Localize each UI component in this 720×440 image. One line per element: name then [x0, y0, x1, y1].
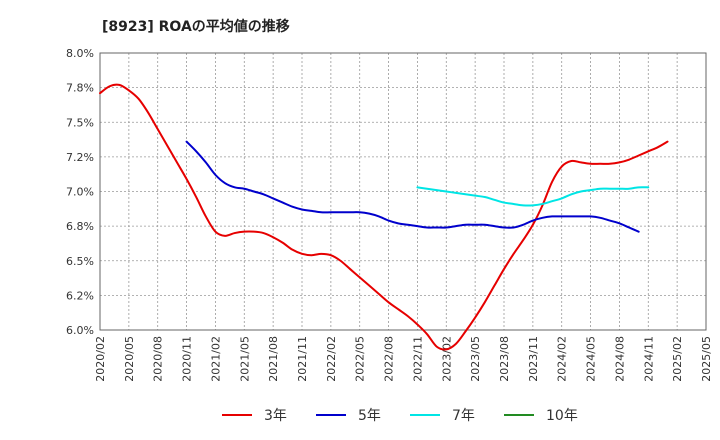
series-line-0 [99, 83, 669, 351]
series-line-1 [185, 140, 640, 233]
x-tick-label: 2023/11 [527, 336, 540, 382]
x-tick-label: 2024/02 [556, 336, 569, 382]
x-tick-label: 2021/08 [267, 336, 280, 382]
y-tick-label: 6.2% [66, 289, 94, 302]
x-tick-label: 2025/05 [700, 336, 713, 382]
y-tick-label: 7.2% [66, 151, 94, 164]
x-tick-label: 2021/02 [209, 336, 222, 382]
y-tick-label: 8.0% [66, 47, 94, 60]
x-tick-label: 2022/05 [354, 336, 367, 382]
y-tick-label: 7.5% [66, 116, 94, 129]
y-tick-label: 6.8% [66, 220, 94, 233]
x-tick-label: 2024/05 [585, 336, 598, 382]
x-tick-label: 2022/08 [383, 336, 396, 382]
x-tick-label: 2020/05 [123, 336, 136, 382]
x-tick-label: 2022/02 [325, 336, 338, 382]
x-tick-label: 2021/11 [296, 336, 309, 382]
series-lines [99, 83, 669, 351]
chart-title: [8923] ROAの平均値の推移 [102, 18, 290, 35]
y-tick-label: 7.0% [66, 186, 94, 199]
x-tick-label: 2023/05 [469, 336, 482, 382]
y-tick-label: 6.5% [66, 255, 94, 268]
legend: 3年 5年 7年 10年 [222, 408, 578, 424]
x-tick-label: 2024/11 [642, 336, 655, 382]
legend-label-2: 7年 [452, 408, 475, 424]
y-tick-label: 6.0% [66, 324, 94, 337]
legend-label-1: 5年 [358, 408, 381, 424]
x-axis-ticks: 2020/02 2020/05 2020/08 2020/11 2021/02 2021/… [94, 336, 713, 382]
x-tick-label: 2023/08 [498, 336, 511, 382]
legend-label-3: 10年 [546, 408, 578, 424]
plot-frame [99, 52, 707, 331]
x-tick-label: 2021/05 [238, 336, 251, 382]
y-axis-ticks: 6.0% 6.2% 6.5% 6.8% 7.0% 7.2% 7.5% 7.8% 8.0% [66, 47, 94, 337]
series-line-2 [416, 186, 650, 207]
x-tick-label: 2022/11 [411, 336, 424, 382]
x-tick-label: 2025/02 [671, 336, 684, 382]
x-tick-label: 2020/08 [152, 336, 165, 382]
x-tick-label: 2023/02 [440, 336, 453, 382]
y-tick-label: 7.8% [66, 82, 94, 95]
x-tick-label: 2024/08 [613, 336, 626, 382]
x-tick-label: 2020/02 [94, 336, 107, 382]
legend-label-0: 3年 [264, 408, 287, 424]
x-tick-label: 2020/11 [181, 336, 194, 382]
